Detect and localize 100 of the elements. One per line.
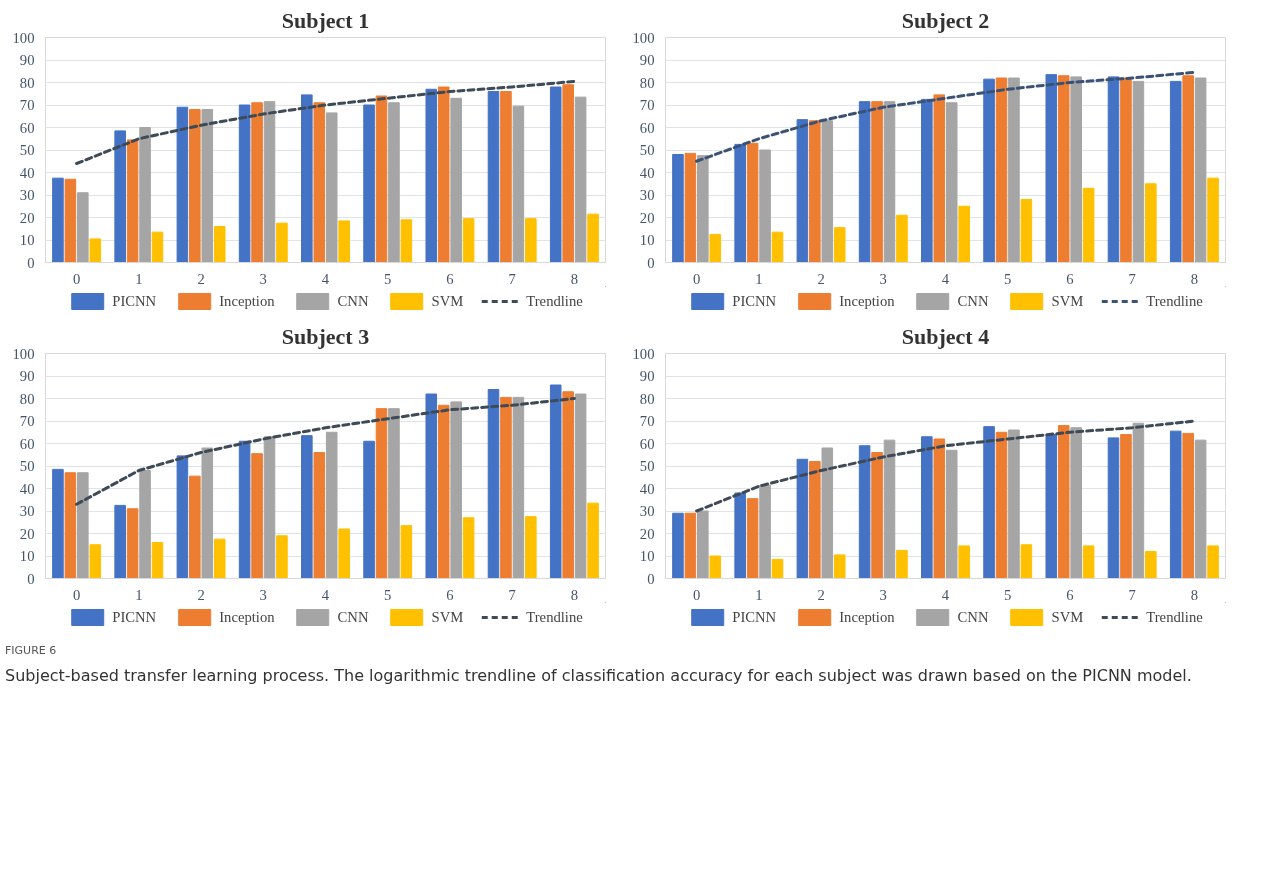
y-tick-label: 70 xyxy=(19,97,35,113)
bar xyxy=(375,95,388,263)
bar xyxy=(821,120,834,263)
bar xyxy=(64,178,77,263)
legend-label: Inception xyxy=(839,608,895,626)
y-tick-label: 60 xyxy=(639,435,655,452)
bar xyxy=(114,504,126,579)
bar xyxy=(1082,187,1095,263)
y-tick-label: 70 xyxy=(19,413,35,429)
bar xyxy=(983,78,995,263)
bar xyxy=(771,558,784,579)
bar xyxy=(363,104,375,263)
bar xyxy=(1169,430,1182,579)
bar xyxy=(313,452,326,579)
bar xyxy=(251,102,263,263)
legend-label: CNN xyxy=(957,292,989,310)
x-tick-label: 8 xyxy=(1190,586,1199,603)
bar xyxy=(958,545,970,579)
x-tick-label: 5 xyxy=(384,586,392,603)
bar xyxy=(896,549,908,579)
bar xyxy=(759,149,771,263)
x-tick-label: 1 xyxy=(755,586,763,603)
y-tick-label: 60 xyxy=(19,435,35,452)
bar xyxy=(587,213,599,263)
y-tick-label: 0 xyxy=(647,570,655,587)
bar xyxy=(821,447,834,579)
bar xyxy=(462,517,475,579)
bar xyxy=(574,96,587,263)
y-tick-label: 20 xyxy=(19,209,35,226)
bar xyxy=(400,525,413,579)
y-tick-label: 20 xyxy=(639,209,655,226)
bar xyxy=(1182,75,1194,263)
y-tick-label: 60 xyxy=(19,119,35,136)
bar xyxy=(746,142,759,263)
x-tick-label: 7 xyxy=(1128,270,1136,287)
bar xyxy=(549,384,562,579)
bar xyxy=(858,101,871,263)
x-tick-label: 3 xyxy=(879,586,887,603)
bar xyxy=(945,449,958,579)
legend-label: SVM xyxy=(1051,292,1084,310)
bar xyxy=(921,436,933,579)
bar xyxy=(1020,544,1033,579)
x-tick-label: 5 xyxy=(384,270,392,287)
bar xyxy=(945,102,958,263)
chart-title: Subject 3 xyxy=(281,323,370,349)
chart-title: Subject 4 xyxy=(901,323,990,349)
bar xyxy=(176,455,189,579)
line-series xyxy=(695,70,1196,163)
y-tick-label: 70 xyxy=(639,413,655,429)
y-tick-label: 40 xyxy=(639,480,655,497)
bar xyxy=(238,104,251,263)
x-tick-label: 3 xyxy=(259,270,267,287)
bar xyxy=(1207,545,1219,579)
bar xyxy=(400,219,413,263)
bar xyxy=(734,143,746,263)
y-tick-label: 40 xyxy=(639,164,655,181)
x-tick-label: 6 xyxy=(446,586,454,603)
bar xyxy=(1070,76,1082,263)
x-tick-label: 4 xyxy=(941,586,950,603)
bar xyxy=(871,452,883,579)
bar xyxy=(734,492,746,579)
x-tick-label: 6 xyxy=(1066,270,1074,287)
y-tick-label: 30 xyxy=(639,503,655,519)
bar xyxy=(1008,77,1020,263)
bar xyxy=(1070,427,1082,579)
legend-label: PICNN xyxy=(732,292,777,310)
y-tick-label: 90 xyxy=(639,368,655,384)
y-tick-label: 80 xyxy=(19,390,35,407)
x-tick-label: 5 xyxy=(1004,270,1012,287)
bar xyxy=(201,447,214,579)
bar xyxy=(672,512,684,579)
bar xyxy=(263,101,276,263)
bar xyxy=(388,102,400,263)
y-tick-label: 80 xyxy=(19,74,35,91)
bar xyxy=(238,440,251,579)
bar xyxy=(587,502,599,579)
bar xyxy=(525,218,537,263)
bar xyxy=(921,98,933,263)
bar xyxy=(1120,434,1132,579)
bar xyxy=(1145,551,1157,579)
legend-label: Trendline xyxy=(526,292,583,310)
bar xyxy=(151,542,164,579)
bar xyxy=(77,192,89,263)
y-tick-label: 100 xyxy=(632,29,655,46)
x-tick-label: 2 xyxy=(817,270,825,287)
bar xyxy=(213,226,226,263)
bar xyxy=(809,120,821,263)
x-tick-label: 0 xyxy=(692,270,701,287)
y-tick-label: 20 xyxy=(19,525,35,542)
bar xyxy=(1194,77,1207,263)
bar xyxy=(672,154,684,263)
bar xyxy=(276,535,288,579)
legend-label: Trendline xyxy=(1146,292,1203,310)
bar xyxy=(1057,75,1070,263)
bar xyxy=(263,436,276,579)
y-tick-label: 10 xyxy=(639,232,655,248)
x-tick-label: 4 xyxy=(941,270,950,287)
y-tick-label: 10 xyxy=(639,548,655,564)
x-tick-label: 2 xyxy=(197,586,205,603)
bar xyxy=(1008,429,1020,579)
